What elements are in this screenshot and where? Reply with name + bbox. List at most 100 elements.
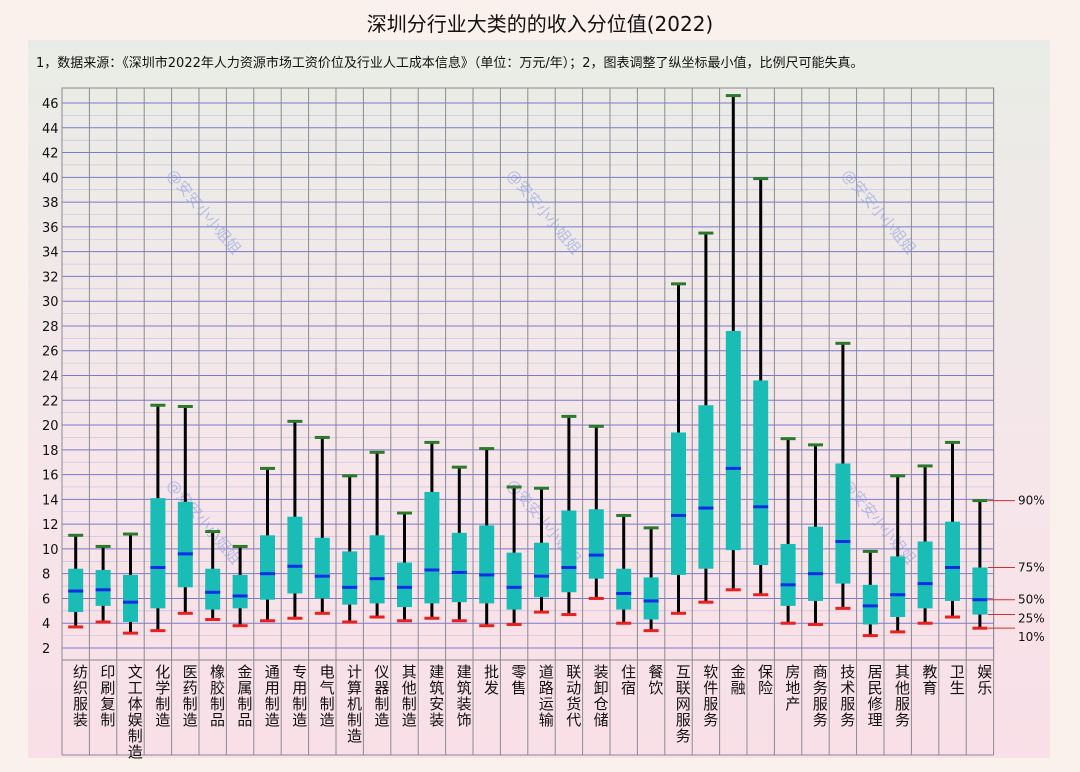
category-label: 建筑装饰 xyxy=(454,664,473,728)
category-label: 计算机制造 xyxy=(345,664,363,744)
category-label: 技术服务 xyxy=(838,664,857,728)
box-iqr xyxy=(479,525,495,604)
percentile-label: 90% xyxy=(1018,494,1045,508)
category-label: 电气制造 xyxy=(317,664,336,728)
chart-note: 1，数据来源：《深圳市2022年人力资源市场工资价位及行业人工成本信息》（单位：… xyxy=(36,56,864,71)
category-label: 互联网服务 xyxy=(673,664,692,744)
category-label: 其他制造 xyxy=(399,664,418,728)
category-label: 零售 xyxy=(509,664,528,696)
box-iqr xyxy=(397,562,412,608)
category-label: 教育 xyxy=(920,664,939,696)
category-label: 道路运输 xyxy=(536,664,555,728)
y-tick-label: 34 xyxy=(42,246,59,261)
box-iqr xyxy=(369,535,385,604)
y-tick-label: 32 xyxy=(42,270,59,285)
category-label: 其他服务 xyxy=(893,664,911,728)
box-iqr xyxy=(698,405,714,569)
category-label: 居民修理 xyxy=(865,664,884,728)
y-tick-label: 2 xyxy=(42,642,50,657)
box-iqr xyxy=(95,569,111,606)
y-tick-label: 4 xyxy=(42,617,50,632)
watermark: @安安小小姐姐 xyxy=(838,166,919,258)
box-iqr xyxy=(616,568,632,610)
box-iqr xyxy=(287,516,303,594)
box-iqr xyxy=(260,535,275,600)
box-iqr xyxy=(917,541,933,609)
watermark: @安安小小姐姐 xyxy=(163,476,244,568)
percentile-label: 10% xyxy=(1018,630,1045,644)
y-tick-label: 46 xyxy=(42,97,59,112)
category-label: 住宿 xyxy=(619,664,637,696)
y-tick-label: 30 xyxy=(42,295,59,310)
category-label: 批发 xyxy=(482,664,500,696)
box-iqr xyxy=(506,552,522,610)
box-iqr xyxy=(534,542,549,598)
y-tick-label: 14 xyxy=(42,493,59,508)
box-iqr xyxy=(314,537,330,599)
y-tick-label: 24 xyxy=(42,370,59,385)
box-iqr xyxy=(808,526,823,601)
y-tick-label: 44 xyxy=(42,122,59,137)
y-tick-label: 28 xyxy=(42,320,59,335)
watermark: @安安小小姐姐 xyxy=(503,166,584,258)
category-label: 通用制造 xyxy=(262,664,281,728)
y-tick-label: 20 xyxy=(42,419,59,434)
box-iqr xyxy=(725,330,741,551)
box-iqr xyxy=(424,491,440,604)
box-iqr xyxy=(671,432,686,575)
category-label: 建筑安装 xyxy=(427,664,446,728)
y-tick-label: 36 xyxy=(42,221,59,236)
category-label: 橡胶制品 xyxy=(208,664,226,728)
category-label: 纺织服装 xyxy=(71,664,89,728)
y-tick-label: 8 xyxy=(42,568,50,583)
y-tick-label: 26 xyxy=(42,345,59,360)
category-label: 装卸仓储 xyxy=(591,664,610,728)
category-label: 软件服务 xyxy=(701,664,720,728)
box-iqr xyxy=(451,532,467,603)
y-tick-label: 38 xyxy=(42,196,59,211)
category-label: 金融 xyxy=(728,664,747,696)
category-label: 医药制造 xyxy=(180,664,199,728)
box-iqr xyxy=(780,543,796,606)
category-label: 印刷复制 xyxy=(98,664,117,728)
category-label: 金属制品 xyxy=(235,664,254,728)
box-iqr xyxy=(150,498,166,609)
y-tick-label: 16 xyxy=(42,469,59,484)
box-iqr xyxy=(232,574,248,609)
box-iqr xyxy=(753,380,769,566)
category-label: 文工体娱制造 xyxy=(125,664,144,760)
category-label: 化学制造 xyxy=(153,664,172,728)
percentile-label: 75% xyxy=(1018,560,1045,574)
box-iqr xyxy=(890,556,906,618)
box-iqr xyxy=(177,501,193,588)
box-iqr xyxy=(643,577,659,620)
category-label: 仪器制造 xyxy=(372,664,391,728)
y-tick-label: 12 xyxy=(42,518,59,533)
chart-panel xyxy=(28,40,1050,758)
box-iqr xyxy=(123,574,138,622)
y-tick-label: 22 xyxy=(42,394,59,409)
y-tick-label: 40 xyxy=(42,171,59,186)
category-label: 联动货代 xyxy=(564,664,583,728)
chart-title: 深圳分行业大类的的收入分位值(2022) xyxy=(366,12,714,36)
box-iqr xyxy=(205,568,221,610)
box-iqr xyxy=(561,510,577,593)
category-label: 保险 xyxy=(756,664,774,696)
percentile-label: 50% xyxy=(1018,593,1045,607)
box-iqr xyxy=(342,551,358,605)
category-label: 卫生 xyxy=(947,664,966,696)
box-iqr xyxy=(835,463,851,584)
category-label: 专用制造 xyxy=(290,664,309,728)
percentile-label: 25% xyxy=(1018,612,1045,626)
category-label: 娱乐 xyxy=(975,664,994,696)
box-iqr xyxy=(945,521,960,601)
y-tick-label: 42 xyxy=(42,147,59,162)
category-label: 商务服务 xyxy=(810,664,829,728)
category-label: 餐饮 xyxy=(646,664,665,696)
box-iqr xyxy=(588,509,604,579)
y-tick-label: 18 xyxy=(42,444,59,459)
y-tick-label: 10 xyxy=(42,543,59,558)
box-iqr xyxy=(972,567,988,615)
y-tick-label: 6 xyxy=(42,592,50,607)
